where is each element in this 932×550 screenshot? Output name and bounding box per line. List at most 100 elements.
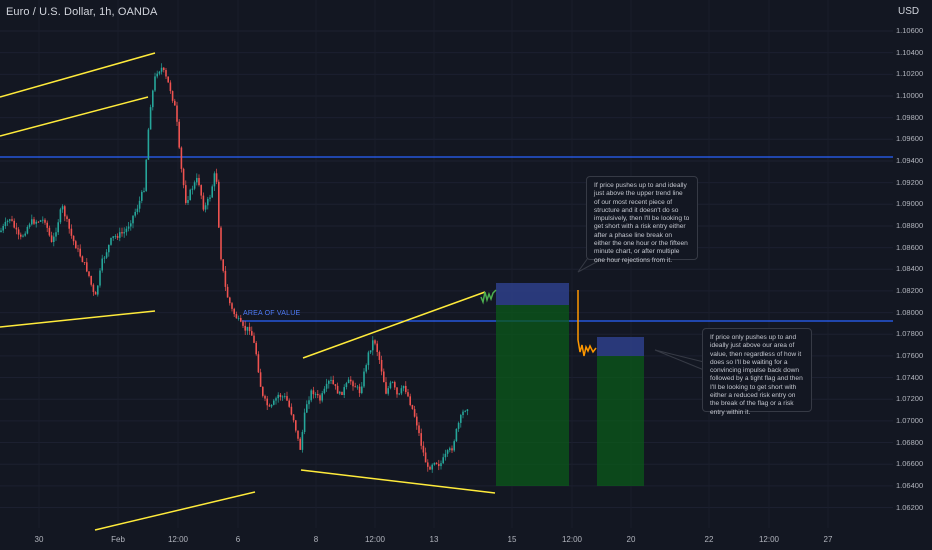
candle-body <box>317 393 319 396</box>
candle-body <box>171 91 174 101</box>
price-tick-label: 1.07000 <box>896 415 924 425</box>
position-1-stop-zone[interactable] <box>496 283 569 305</box>
candle-body <box>191 188 194 190</box>
candle-body <box>385 382 387 394</box>
candle-body <box>266 398 268 406</box>
wedge-upper-line[interactable] <box>302 291 486 359</box>
position-2-stop-zone[interactable] <box>597 337 644 356</box>
candle-body <box>198 177 200 186</box>
candle-body <box>64 206 66 217</box>
candle-body <box>394 382 396 388</box>
candle-body <box>169 82 172 92</box>
candle-body <box>240 318 242 322</box>
candle-body <box>334 384 337 386</box>
candle-body <box>442 457 444 464</box>
candle-body <box>251 331 253 336</box>
candle-body <box>57 222 59 233</box>
candle-body <box>145 159 147 191</box>
candle-body <box>314 393 317 395</box>
candle-body <box>114 236 117 237</box>
time-tick-label: 27 <box>823 535 833 544</box>
price-tick-label: 1.09000 <box>896 199 924 209</box>
candle-body <box>383 371 385 383</box>
candle-body <box>402 385 405 389</box>
candle-body <box>268 405 271 407</box>
candle-body <box>319 395 321 401</box>
candle-body <box>440 463 442 467</box>
candle-body <box>422 445 425 453</box>
time-tick-label: 22 <box>704 535 714 544</box>
candle-body <box>372 340 374 351</box>
candle-body <box>90 275 92 285</box>
candle-body <box>11 219 13 221</box>
candle-body <box>42 219 44 221</box>
candle-body <box>127 226 130 229</box>
candle-body <box>176 105 178 122</box>
candle-body <box>231 303 233 309</box>
price-tick-label: 1.08600 <box>896 242 924 252</box>
candle-body <box>196 177 198 183</box>
candle-body <box>132 215 134 224</box>
candle-body <box>35 221 37 224</box>
candle-body <box>156 73 158 77</box>
price-tick-label: 1.07600 <box>896 350 924 360</box>
position-2-target-zone[interactable] <box>597 356 644 486</box>
candle-body <box>178 121 180 148</box>
price-tick-label: 1.09600 <box>896 134 924 144</box>
candle-body <box>460 415 462 423</box>
candle-body <box>81 256 84 263</box>
price-tick-label: 1.06800 <box>896 437 924 447</box>
candle-body <box>352 381 354 387</box>
candle-body <box>374 340 376 344</box>
time-tick-label: 12:00 <box>364 535 386 544</box>
candle-body <box>70 228 73 236</box>
candle-body <box>361 386 363 394</box>
candle-body <box>308 400 310 405</box>
wedge-lower-line[interactable] <box>300 469 496 494</box>
candle-body <box>222 259 224 271</box>
candle-body <box>297 430 299 439</box>
candle-body <box>237 318 240 319</box>
candle-body <box>209 197 211 199</box>
lower-left-support-line[interactable] <box>0 310 156 328</box>
candle-body <box>59 209 62 223</box>
candle-body <box>187 200 189 203</box>
candle-body <box>213 173 216 187</box>
candle-body <box>413 409 416 417</box>
candlestick-series <box>0 63 469 473</box>
candle-body <box>242 321 244 326</box>
symbol-title[interactable]: Euro / U.S. Dollar, 1h, OANDA <box>6 6 158 18</box>
candle-body <box>50 235 53 242</box>
bottom-support-line[interactable] <box>94 491 256 531</box>
candle-body <box>154 76 156 91</box>
candle-body <box>246 326 249 331</box>
candle-body <box>464 411 466 412</box>
position-1-target-zone[interactable] <box>496 305 569 486</box>
candle-body <box>411 405 414 410</box>
candle-body <box>389 382 392 389</box>
candle-body <box>31 219 33 225</box>
candle-body <box>270 404 273 407</box>
candle-body <box>407 392 409 397</box>
note-callout-lower[interactable]: If price only pushes up to and ideally j… <box>702 328 812 416</box>
candle-body <box>9 219 11 221</box>
candle-body <box>163 67 165 71</box>
candle-body <box>284 396 286 397</box>
candle-body <box>44 219 46 223</box>
candle-body <box>66 216 68 220</box>
time-tick-label: 8 <box>313 535 319 544</box>
candle-body <box>105 252 108 258</box>
candle-body <box>24 233 26 236</box>
candle-body <box>13 220 15 228</box>
candle-body <box>88 271 90 276</box>
candle-body <box>264 395 266 399</box>
candle-body <box>279 394 282 397</box>
upper-channel-line[interactable] <box>0 52 156 98</box>
inner-channel-line[interactable] <box>0 96 149 137</box>
candle-body <box>281 396 284 398</box>
price-tick-label: 1.08800 <box>896 220 924 230</box>
candle-body <box>277 394 279 399</box>
note-callout-upper[interactable]: If price pushes up to and ideally just a… <box>586 176 698 264</box>
candle-body <box>303 412 306 432</box>
